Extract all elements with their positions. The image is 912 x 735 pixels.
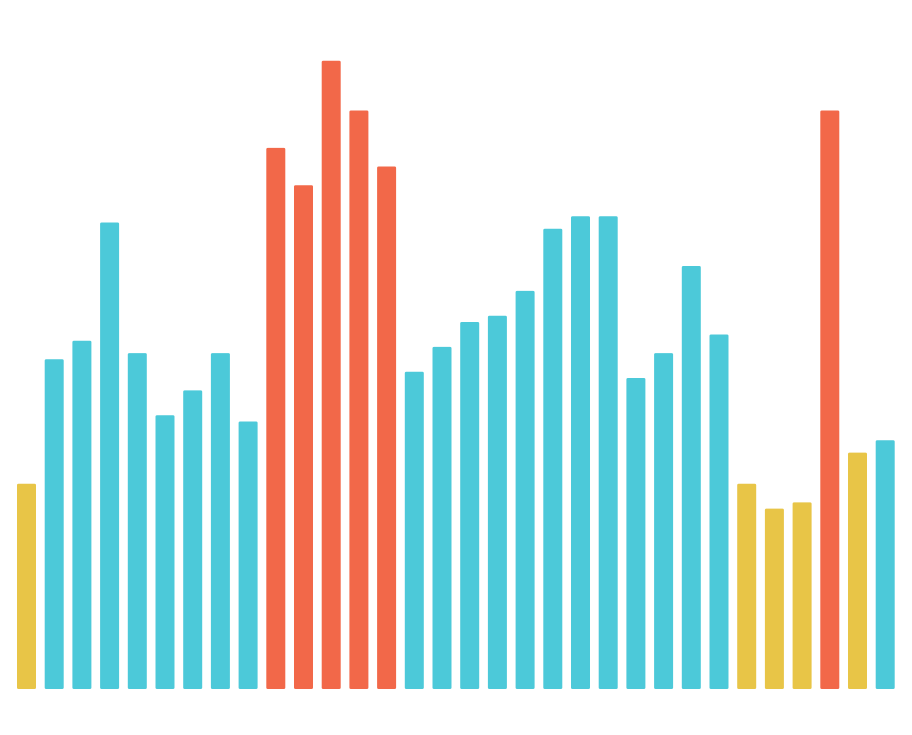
bar-9 xyxy=(238,421,258,689)
bar-14 xyxy=(377,166,397,689)
bar-25 xyxy=(681,266,701,689)
bar-11 xyxy=(294,185,313,689)
bar-8 xyxy=(210,353,230,689)
bar-2 xyxy=(44,359,64,689)
bar-16 xyxy=(432,346,452,689)
bar-13 xyxy=(349,110,369,689)
bar-21 xyxy=(571,216,590,690)
bar-5 xyxy=(127,353,147,689)
bar-19 xyxy=(515,290,535,689)
bar-23 xyxy=(626,378,646,689)
bar-18 xyxy=(487,315,507,689)
bar-1 xyxy=(17,483,36,689)
bar-12 xyxy=(321,60,341,690)
bar-17 xyxy=(460,322,480,689)
bar-22 xyxy=(598,216,618,690)
bars-group xyxy=(17,60,895,690)
bar-29 xyxy=(792,502,812,689)
bar-3 xyxy=(72,340,92,689)
bar-30 xyxy=(820,110,840,689)
bar-6 xyxy=(155,415,175,689)
bar-10 xyxy=(266,147,286,689)
bar-28 xyxy=(764,508,784,689)
bar-27 xyxy=(737,483,757,689)
bar-20 xyxy=(543,228,563,689)
bar-31 xyxy=(848,452,867,689)
bar-32 xyxy=(875,440,895,689)
bar-15 xyxy=(404,371,424,689)
bar-24 xyxy=(654,353,674,689)
bar-4 xyxy=(100,222,120,689)
bar-26 xyxy=(709,334,729,689)
bar-7 xyxy=(183,390,203,689)
